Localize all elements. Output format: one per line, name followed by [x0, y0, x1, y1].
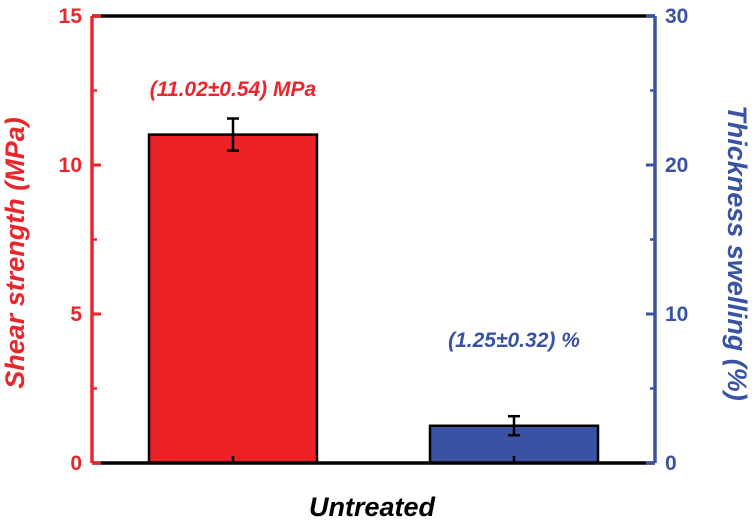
plot-group: (11.02±0.54) MPa (1.25±0.32) % 0 5 10 15 0 10 20…: [59, 5, 689, 475]
right-tick-label-3: 20: [665, 154, 688, 177]
bar-annotation-1: (11.02±0.54) MPa: [150, 78, 317, 101]
right-tick-label-4: 30: [665, 5, 688, 28]
bar-1: [147, 133, 319, 465]
left-tick-label-4: 15: [59, 5, 83, 28]
right-tick-label-1: 0: [665, 452, 677, 475]
left-axis-title: Shear strength (MPa): [0, 117, 30, 389]
left-tick-label-2: 5: [70, 303, 82, 326]
left-tick-label-1: 0: [70, 452, 82, 475]
x-axis-label: Untreated: [309, 492, 436, 522]
right-tick-label-2: 10: [665, 303, 688, 326]
right-axis-title: Thickness swelling (%): [722, 105, 752, 401]
left-tick-label-3: 10: [59, 154, 82, 177]
bar-annotation-2: (1.25±0.32) %: [448, 329, 580, 352]
